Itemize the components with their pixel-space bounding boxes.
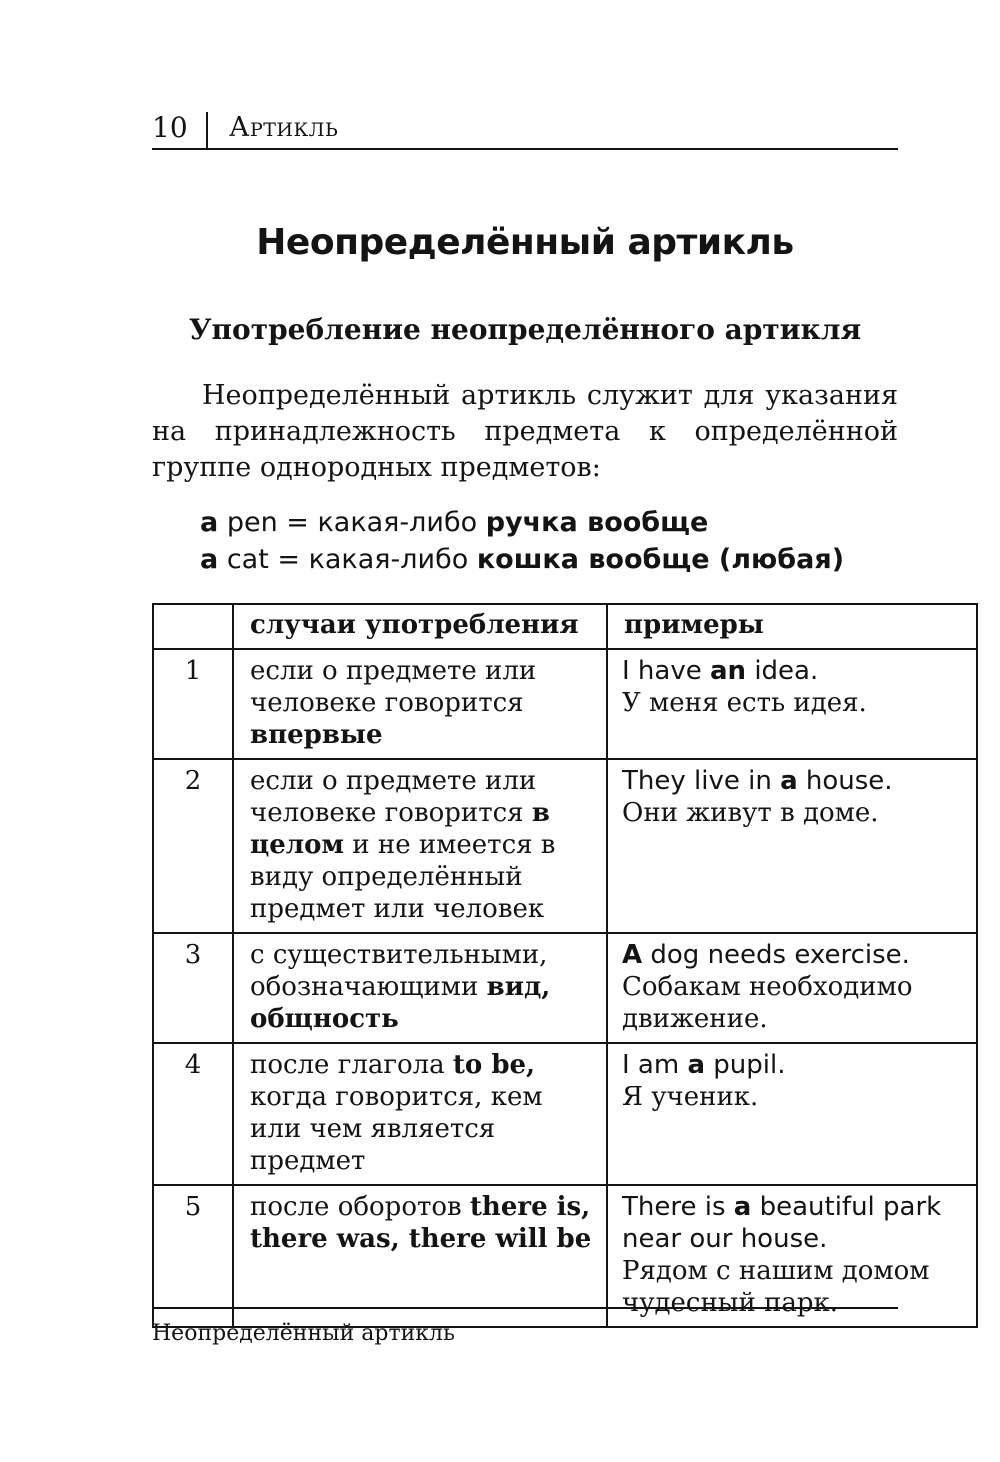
example-russian: Рядом с нашим домом чудесный парк. <box>622 1256 930 1318</box>
example-russian: Собакам необходимо движение. <box>622 972 913 1034</box>
usage-case: после глагола to be, ког­да говорится, к… <box>232 1042 608 1186</box>
example-russian: У меня есть идея. <box>622 688 867 718</box>
table-row: 3 с существительными, обозначающими вид,… <box>152 932 978 1044</box>
table-row: 5 после оборотов there is, there was, th… <box>152 1184 978 1328</box>
chapter-title: Артикль <box>229 112 339 143</box>
page-content: 10 Артикль Неопределённый артикль Употре… <box>152 0 978 1328</box>
row-number: 3 <box>152 932 234 1044</box>
usage-case: если о предмете или человеке говорится в… <box>232 758 608 934</box>
usage-table: случаи употребления примеры 1 если о пре… <box>152 603 978 1328</box>
example-english: A dog needs exercise. <box>622 940 910 970</box>
usage-case: если о предмете или чело­веке говорится … <box>232 648 608 760</box>
example-cell: I have an idea. У меня есть идея. <box>606 648 978 760</box>
example-cell: There is a beautiful park near our house… <box>606 1184 978 1328</box>
row-number: 5 <box>152 1184 234 1328</box>
inline-examples: a pen = какая-либо ручка вообще a cat = … <box>200 504 898 578</box>
header-divider <box>206 112 208 148</box>
example-cell: A dog needs exercise. Собакам необходимо… <box>606 932 978 1044</box>
table-header-row: случаи употребления примеры <box>152 603 978 650</box>
example-english: I have an idea. <box>622 656 819 686</box>
page-footer: Неопределённый артикль <box>152 1307 898 1348</box>
table-row: 1 если о предмете или чело­веке говоритс… <box>152 648 978 760</box>
header-cell-examples: примеры <box>606 603 978 650</box>
page-title: Неопределённый артикль <box>256 222 794 263</box>
table-row: 2 если о предмете или человеке говорится… <box>152 758 978 934</box>
example-english: I am a pupil. <box>622 1050 786 1080</box>
row-number: 2 <box>152 758 234 934</box>
footer-title: Неопределённый артикль <box>152 1321 456 1346</box>
usage-case: после оборотов there is, there was, ther… <box>232 1184 608 1328</box>
example-english: There is a beautiful park near our house… <box>622 1192 942 1254</box>
header-cell-cases: случаи употребления <box>232 603 608 650</box>
page-header: 10 Артикль <box>152 0 898 150</box>
row-number: 4 <box>152 1042 234 1186</box>
example-russian: Они живут в доме. <box>622 798 879 828</box>
row-number: 1 <box>152 648 234 760</box>
example-russian: Я ученик. <box>622 1082 759 1112</box>
section-subtitle: Употребление неопределённого артикля <box>188 313 862 346</box>
table-row: 4 после глагола to be, ког­да говорится,… <box>152 1042 978 1186</box>
header-cell-number <box>152 603 234 650</box>
example-cell: They live in a house. Они живут в доме. <box>606 758 978 934</box>
usage-case: с существительными, обозначающими вид, о… <box>232 932 608 1044</box>
example-line: a cat = какая-либо кошка вообще (любая) <box>200 544 845 575</box>
page-number: 10 <box>152 111 188 144</box>
intro-paragraph: Неопределённый артикль служит для указан… <box>152 380 898 483</box>
example-cell: I am a pupil. Я ученик. <box>606 1042 978 1186</box>
example-english: They live in a house. <box>622 766 893 796</box>
example-line: a pen = какая-либо ручка вообще <box>200 507 709 538</box>
